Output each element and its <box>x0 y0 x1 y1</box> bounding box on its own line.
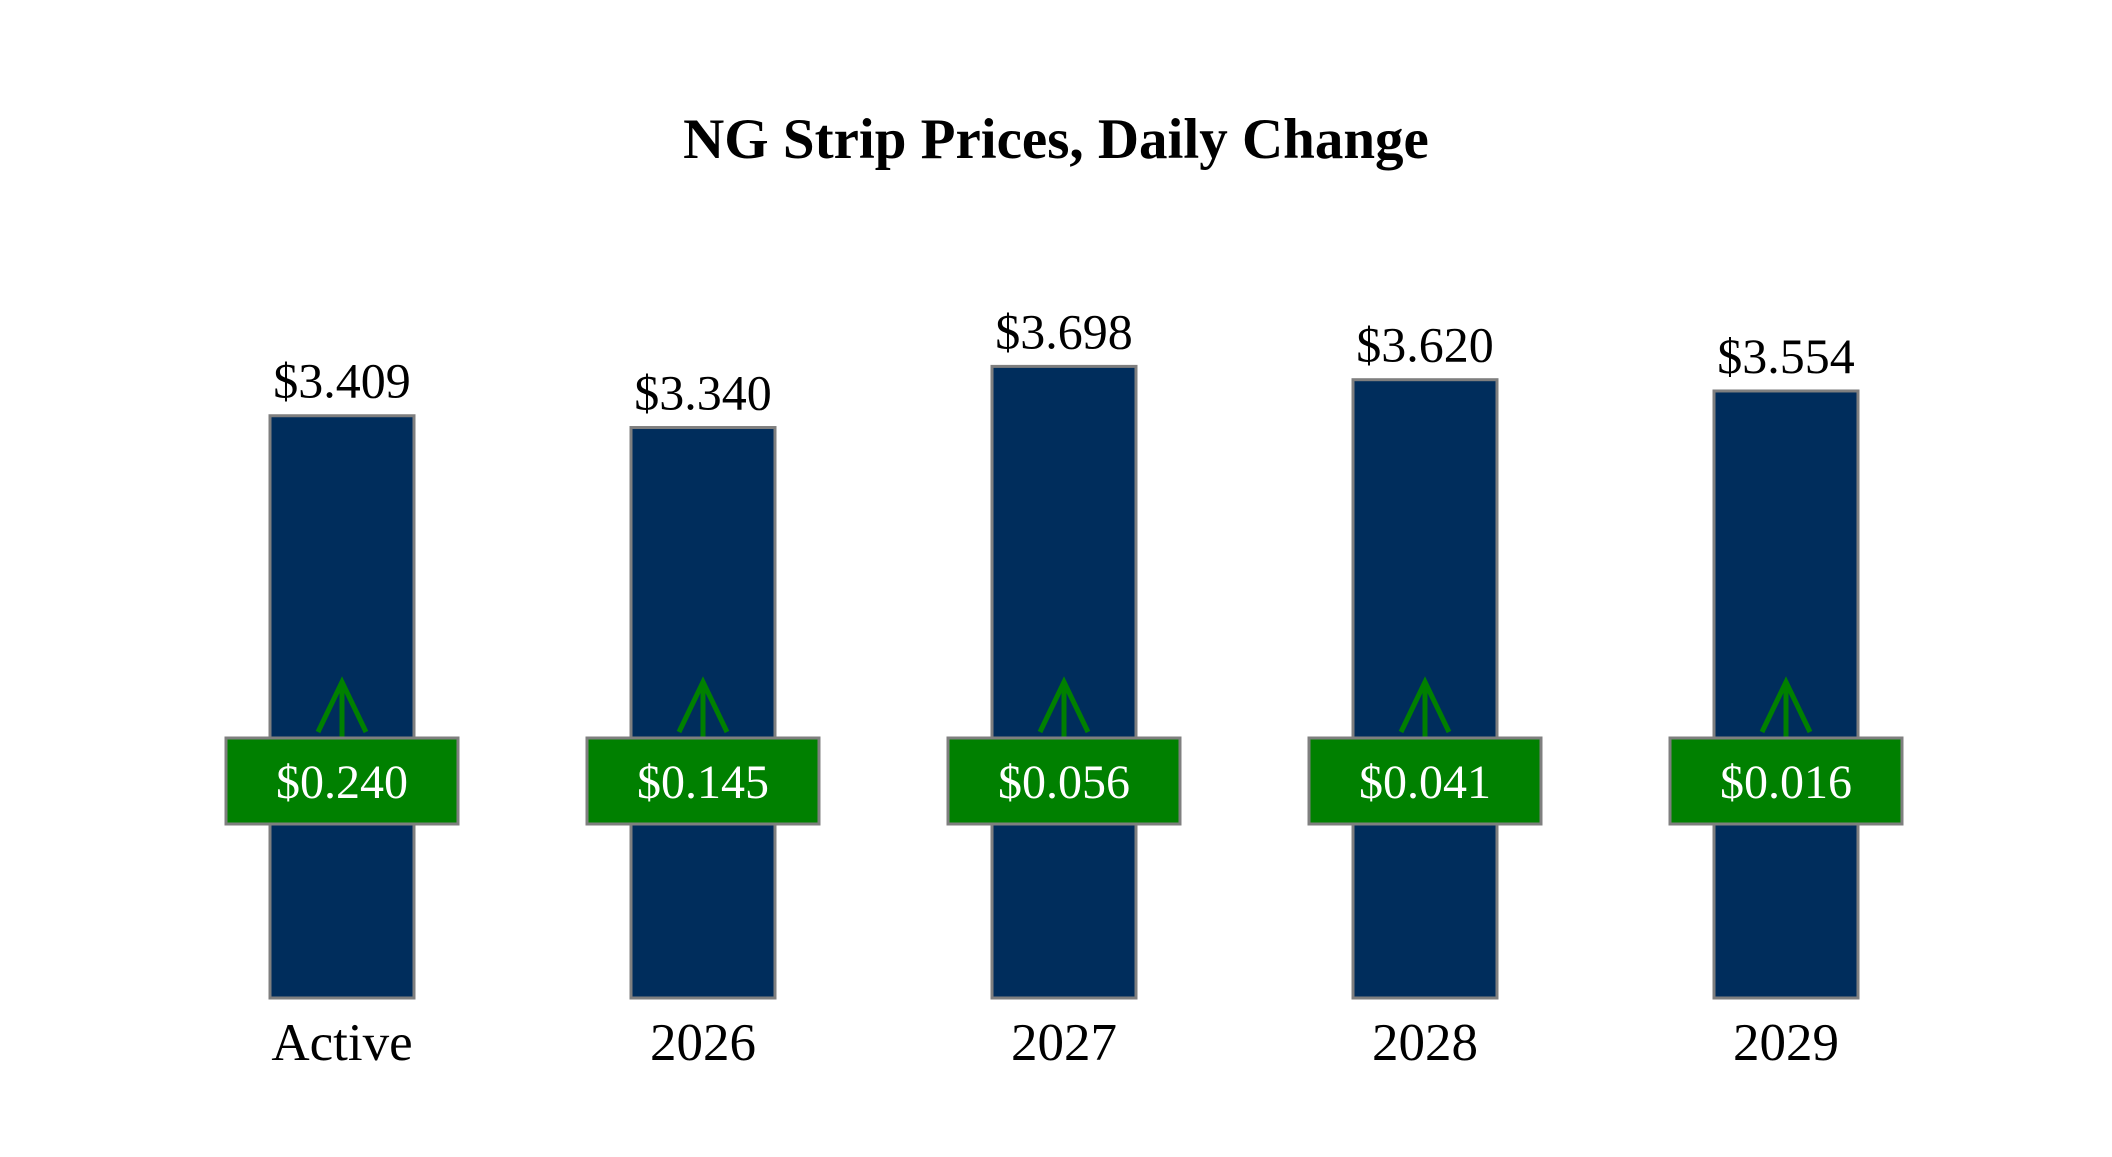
up-arrow-icon <box>1759 676 1813 738</box>
value-label-2026: $3.340 <box>634 365 772 421</box>
chart-title: NG Strip Prices, Daily Change <box>683 108 1429 171</box>
change-box-2028 <box>1307 736 1543 826</box>
category-label-2029: 2029 <box>1733 1014 1839 1072</box>
value-label-2028: $3.620 <box>1356 317 1494 373</box>
up-arrow-icon <box>676 676 730 738</box>
change-label-2027: $0.056 <box>998 756 1130 809</box>
up-arrow-icon <box>1037 676 1091 738</box>
changes-layer: $0.240 $0.145 $0.056 $0.041 $0.016 <box>224 676 1904 826</box>
change-box-2029 <box>1668 736 1904 826</box>
change-box-2026 <box>585 736 821 826</box>
change-label-2029: $0.016 <box>1720 756 1852 809</box>
change-box-active <box>224 736 460 826</box>
change-label-2028: $0.041 <box>1359 756 1491 809</box>
value-label-2027: $3.698 <box>995 303 1133 359</box>
change-label-2026: $0.145 <box>637 756 769 809</box>
value-label-active: $3.409 <box>273 353 411 409</box>
category-label-2027: 2027 <box>1011 1014 1117 1072</box>
change-label-active: $0.240 <box>276 756 408 809</box>
labels-layer: $3.409 Active $3.340 2026 $3.698 2027 $3.620 20… <box>271 303 1854 1072</box>
value-label-2029: $3.554 <box>1717 328 1855 384</box>
category-label-active: Active <box>271 1014 412 1072</box>
up-arrow-icon <box>1398 676 1452 738</box>
category-label-2026: 2026 <box>650 1014 756 1072</box>
category-label-2028: 2028 <box>1372 1014 1478 1072</box>
change-box-2027 <box>946 736 1182 826</box>
up-arrow-icon <box>315 676 369 738</box>
